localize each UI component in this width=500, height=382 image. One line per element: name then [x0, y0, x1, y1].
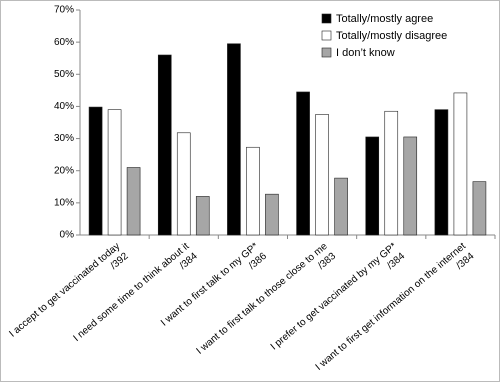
y-tick-label: 60%: [54, 37, 74, 48]
bar: [434, 109, 449, 236]
bar: [227, 43, 241, 236]
bar: [157, 54, 172, 236]
legend-label: Totally/mostly disagree: [336, 30, 447, 42]
bar: [296, 91, 310, 236]
legend-swatch: [321, 13, 332, 24]
bar: [334, 177, 348, 236]
legend-swatch: [321, 47, 332, 58]
bar: [315, 114, 329, 236]
bar: [126, 167, 141, 236]
bar: [265, 193, 279, 236]
bar: [176, 132, 191, 236]
bar: [472, 181, 487, 236]
bar: [403, 136, 418, 236]
bar: [384, 110, 399, 236]
y-tick-label: 70%: [54, 5, 74, 16]
bar: [88, 106, 103, 236]
legend-label: I don’t know: [336, 47, 395, 59]
legend-label: Totally/mostly agree: [336, 13, 433, 25]
y-tick-label: 0%: [60, 230, 75, 241]
bar: [246, 146, 260, 236]
y-tick-label: 10%: [54, 197, 74, 208]
y-tick-label: 50%: [54, 69, 74, 80]
y-tick-label: 40%: [54, 101, 74, 112]
bar: [107, 109, 122, 236]
bar: [195, 196, 210, 236]
y-tick-label: 30%: [54, 133, 74, 144]
y-tick-label: 20%: [54, 165, 74, 176]
legend-swatch: [321, 30, 332, 41]
bar: [453, 92, 468, 236]
bar: [365, 136, 380, 236]
